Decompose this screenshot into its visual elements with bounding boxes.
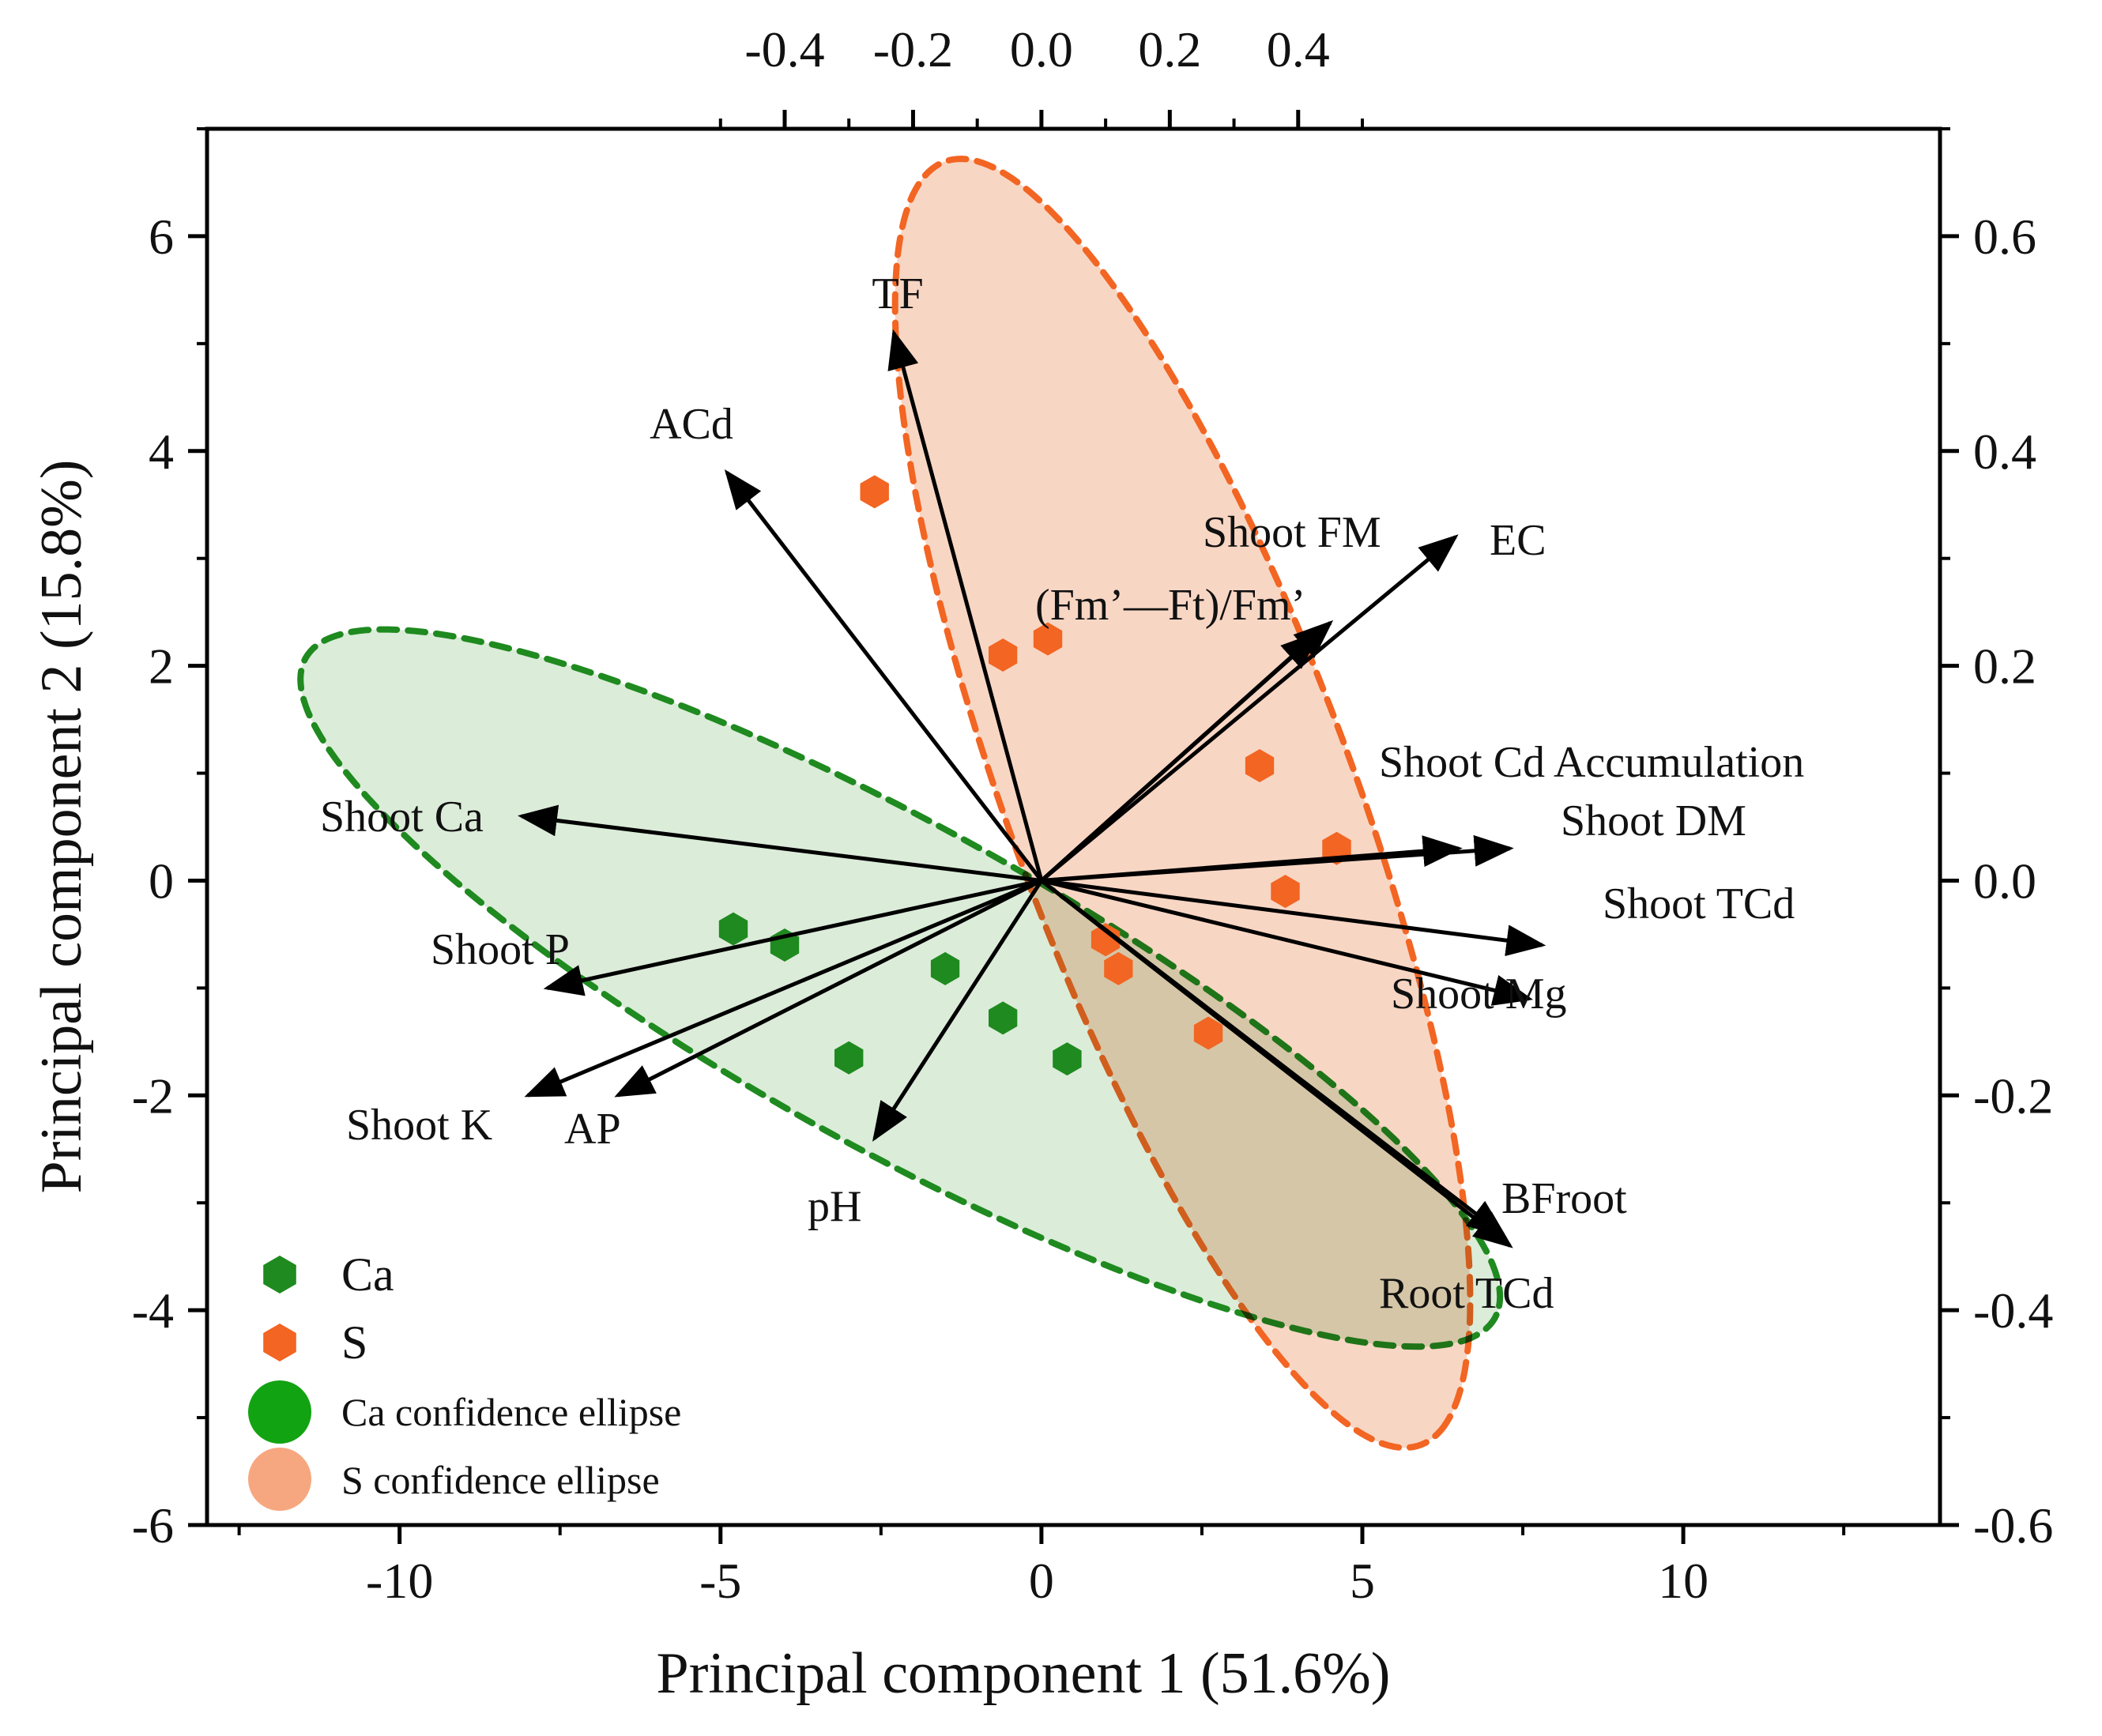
top-tick-label: 0.2 [1138,21,1201,77]
right-tick-label: 0.6 [1973,209,2036,265]
loading-arrows [518,329,1546,1248]
label-shoot-p: Shoot P [431,925,570,974]
confidence-ellipses [297,155,1504,1452]
ca-confidence-ellipse [297,626,1504,1350]
label-fm-ft-fm: (Fm’—Ft)/Fm’ [1035,581,1305,630]
y-tick-label: 4 [149,424,174,480]
arrow-shoot-ca [518,804,1042,883]
legend-label-ca-ellipse: Ca confidence ellipse [341,1390,681,1434]
right-tick-label: -0.6 [1973,1497,2053,1553]
label-shoot-ca: Shoot Ca [320,793,484,842]
point-s-4 [1245,749,1275,782]
plot-area-border [205,126,1942,1527]
label-shoot-tcd: Shoot TCd [1603,879,1795,928]
top-tick-label: -0.4 [744,21,824,77]
right-tick-label: -0.2 [1973,1068,2053,1124]
point-s-2 [989,638,1018,672]
label-bfroot: BFroot [1501,1174,1627,1223]
top-tick-label: 0.4 [1267,21,1330,77]
y-axis-title: Principal component 2 (15.8%) [29,460,94,1194]
point-ca-4 [989,1001,1018,1035]
point-s-7 [1091,923,1121,957]
x-tick-label: -10 [366,1553,433,1609]
legend: Ca S Ca confidence ellipse S confidence … [248,1248,681,1511]
legend-label-s: S [341,1316,367,1369]
legend-marker-ca [263,1256,296,1294]
label-shoot-mg: Shoot Mg [1391,970,1567,1019]
arrow-shoot-tcd [1041,879,1534,1006]
label-ap: AP [564,1105,621,1154]
point-s-9 [1193,1016,1223,1050]
arrow-fm-ft-fm [1040,619,1334,883]
right-tick-label: 0.2 [1973,638,2036,695]
x-tick-label: 5 [1350,1553,1375,1609]
label-shoot-fm: Shoot FM [1203,508,1381,557]
label-tf: TF [872,269,923,318]
arrow-shoot-dm [1041,834,1514,883]
label-shoot-cd-accumulation: Shoot Cd Accumulation [1379,738,1804,787]
label-shoot-dm: Shoot DM [1561,796,1746,845]
point-s-1 [860,475,889,509]
top-tick-label: 0.0 [1010,21,1073,77]
legend-label-s-ellipse: S confidence ellipse [341,1458,660,1502]
x-tick-label: 0 [1029,1553,1054,1609]
label-ph: pH [808,1182,861,1231]
point-ca-5 [834,1041,864,1075]
plot-frame [205,126,1942,1527]
arrow-ap [614,879,1043,1098]
x-tick-label: 10 [1658,1553,1708,1609]
arrow-ec [1040,534,1459,883]
point-ca-3 [930,951,960,985]
y-tick-label: 2 [149,638,174,695]
label-root-tcd: Root TCd [1379,1269,1554,1318]
arrow-acd [724,469,1043,882]
variable-labels: TF ACd Shoot FM EC (Fm’—Ft)/Fm’ Shoot Cd Accu… [320,269,1804,1318]
arrow-shoot-mg [1041,878,1546,957]
x-tick-label: -5 [699,1553,741,1609]
label-ec: EC [1490,516,1546,565]
arrow-root-tcd [1040,879,1507,1238]
x-axis-title: Principal component 1 (51.6%) [657,1641,1391,1706]
point-ca-1 [718,912,748,946]
y-tick-label: 6 [149,209,174,265]
y-tick-label: -4 [132,1282,174,1339]
right-tick-label: 0.4 [1973,424,2036,480]
y-tick-label: -2 [132,1068,174,1124]
point-s-6 [1271,875,1300,909]
arrow-tf [887,329,1044,882]
legend-label-ca: Ca [341,1248,394,1301]
label-acd: ACd [650,400,733,449]
legend-marker-s-ellipse [248,1448,311,1511]
arrow-shoot-k [524,879,1042,1098]
y-tick-label: 0 [149,853,174,909]
right-tick-label: 0.0 [1973,853,2036,909]
top-tick-label: -0.2 [873,21,953,77]
legend-marker-s [263,1324,296,1361]
axis-ticks: -10 -5 0 5 10 -6 -4 -2 0 2 4 6 -0.4 -0.2 0.0 0.2 0.4 0.6 0… [132,21,2054,1609]
y-tick-label: -6 [132,1497,174,1553]
right-tick-label: -0.4 [1973,1282,2053,1339]
point-s-8 [1104,951,1133,985]
legend-marker-ca-ellipse [248,1380,311,1444]
arrow-shoot-p [543,879,1042,996]
point-ca-6 [1053,1042,1082,1076]
label-shoot-k: Shoot K [346,1101,492,1150]
arrow-ph [872,879,1043,1142]
point-s-3 [1033,622,1063,656]
